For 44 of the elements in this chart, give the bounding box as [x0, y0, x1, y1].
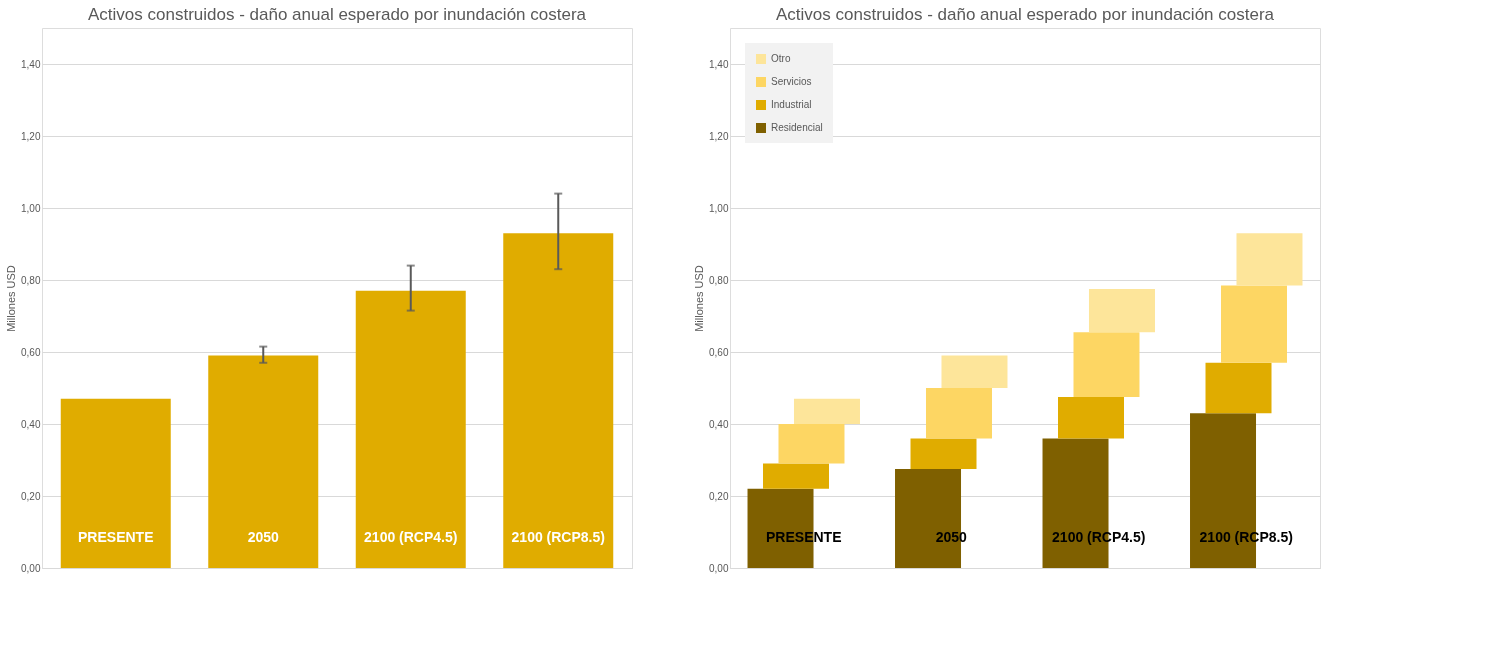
bar — [1220, 285, 1287, 363]
bar — [925, 388, 992, 439]
y-tick-label: 1,20 — [21, 130, 41, 142]
legend-label: Residencial — [771, 122, 823, 133]
y-tick-label: 0,40 — [21, 418, 41, 430]
bar — [910, 438, 977, 469]
chart-title: Activos construidos - daño anual esperado por inundación costera — [775, 5, 1275, 24]
bar — [1205, 362, 1272, 414]
bar — [778, 424, 845, 464]
x-tick-label: PRESENTE — [78, 529, 154, 545]
y-tick-label: 1,40 — [21, 58, 41, 70]
y-tick-label: 0,00 — [709, 562, 729, 574]
y-tick-label: 1,00 — [21, 202, 41, 214]
y-axis-title: Millones USD — [693, 265, 706, 332]
y-tick-label: 0,00 — [21, 562, 41, 574]
bar — [763, 463, 830, 489]
x-tick-label: 2100 (RCP8.5) — [511, 529, 605, 545]
y-tick-label: 0,60 — [21, 346, 41, 358]
y-tick-label: 0,20 — [21, 490, 41, 502]
bar — [1073, 332, 1140, 397]
x-tick-label: 2100 (RCP4.5) — [364, 529, 458, 545]
legend-label: Industrial — [771, 99, 812, 110]
y-tick-label: 0,20 — [709, 490, 729, 502]
bar — [941, 355, 1008, 388]
bar — [1236, 233, 1303, 286]
y-tick-label: 0,80 — [709, 274, 729, 286]
y-axis-title: Millones USD — [5, 265, 18, 332]
bar — [503, 233, 614, 568]
y-tick-label: 1,40 — [709, 58, 729, 70]
bar — [60, 398, 171, 568]
bar — [355, 290, 466, 568]
chart-title: Activos construidos - daño anual esperado por inundación costera — [87, 5, 587, 24]
legend-label: Servicios — [771, 76, 812, 87]
legend-label: Otro — [771, 53, 791, 64]
y-tick-label: 0,60 — [709, 346, 729, 358]
x-tick-label: 2050 — [247, 529, 280, 545]
bar — [793, 398, 860, 424]
y-tick-label: 1,00 — [709, 202, 729, 214]
bar — [1058, 397, 1125, 439]
y-tick-label: 0,40 — [709, 418, 729, 430]
y-tick-label: 0,80 — [21, 274, 41, 286]
bar — [208, 355, 319, 568]
bar — [1088, 289, 1155, 333]
y-tick-label: 1,20 — [709, 130, 729, 142]
